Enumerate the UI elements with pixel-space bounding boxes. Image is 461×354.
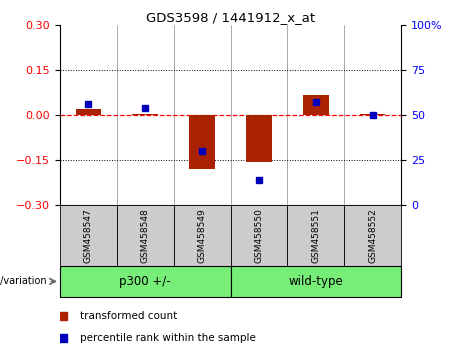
Bar [344, 205, 401, 266]
Text: GSM458552: GSM458552 [368, 208, 377, 263]
Bar [360, 114, 385, 115]
Text: GSM458551: GSM458551 [311, 208, 320, 263]
Text: GSM458549: GSM458549 [198, 208, 207, 263]
Text: GSM458547: GSM458547 [84, 208, 93, 263]
Bar [132, 114, 158, 115]
Text: wild-type: wild-type [289, 275, 343, 288]
Bar [117, 205, 174, 266]
Text: GSM458550: GSM458550 [254, 208, 263, 263]
Bar [60, 266, 230, 297]
Bar [303, 96, 329, 115]
Bar [60, 205, 117, 266]
Bar [246, 115, 272, 162]
Bar [230, 205, 287, 266]
Text: genotype/variation: genotype/variation [0, 276, 47, 286]
Text: transformed count: transformed count [80, 311, 177, 321]
Title: GDS3598 / 1441912_x_at: GDS3598 / 1441912_x_at [146, 11, 315, 24]
Text: GSM458548: GSM458548 [141, 208, 150, 263]
Bar [230, 266, 401, 297]
Bar [174, 205, 230, 266]
Text: percentile rank within the sample: percentile rank within the sample [80, 333, 256, 343]
Bar [189, 115, 215, 169]
Bar [287, 205, 344, 266]
Bar [76, 109, 101, 115]
Text: p300 +/-: p300 +/- [119, 275, 171, 288]
